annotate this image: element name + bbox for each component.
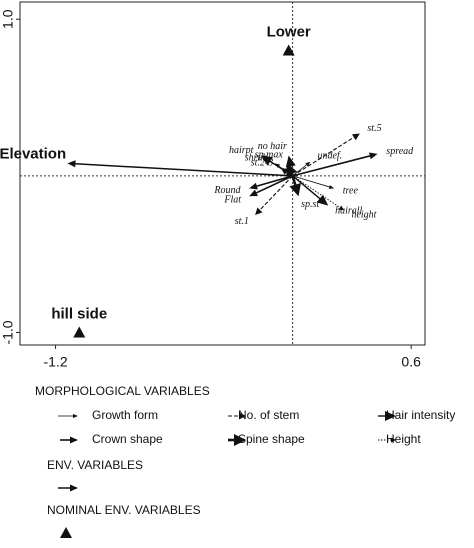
vector-arrow	[292, 175, 330, 188]
vector-arrow-head	[261, 155, 273, 166]
vector-label: st.5	[367, 123, 381, 134]
vector-arrow-head	[255, 207, 263, 216]
vector-arrow-head	[249, 189, 258, 197]
vector-arrow	[292, 175, 321, 200]
vector-arrow-head	[67, 160, 76, 168]
legend-swatch-head	[239, 412, 246, 420]
vector-arrow	[291, 175, 297, 186]
legend-label: Hair intensity	[386, 408, 455, 422]
legend-swatch-head	[70, 436, 78, 444]
legend-title: NOMINAL ENV. VARIABLES	[47, 503, 201, 517]
vector-label: height	[351, 210, 376, 221]
legend-swatch-head	[73, 414, 78, 418]
legend-label: Growth form	[92, 408, 158, 422]
y-tick-label: -1.0	[0, 320, 16, 344]
legend-swatch-head	[234, 434, 246, 446]
vector-arrow	[259, 175, 294, 211]
vector-arrow	[292, 175, 341, 208]
vector-arrow-head	[285, 155, 296, 168]
vector-arrow-head	[352, 133, 360, 141]
legend-title: MORPHOLOGICAL VARIABLES	[35, 384, 210, 398]
nominal-point	[73, 326, 86, 338]
x-tick-label: 0.6	[401, 354, 421, 370]
legend-swatch-head	[385, 411, 396, 421]
legend-label: Crown shape	[92, 432, 163, 446]
vector-label: sp.st	[301, 199, 319, 210]
legend-label: Height	[386, 432, 421, 446]
vector-label: no hair	[258, 141, 287, 152]
legend-label: No. of stem	[238, 408, 299, 422]
vector-label: hairall	[335, 206, 362, 217]
vector-arrow-head	[286, 163, 298, 177]
vector-label: spread	[386, 146, 414, 157]
vector-label: sp.max	[255, 149, 284, 160]
nominal-point	[282, 44, 295, 56]
vector-arrow	[75, 163, 293, 177]
vector-arrow	[256, 175, 293, 194]
y-tick-label: 1.0	[0, 9, 16, 29]
legend-swatch-head	[391, 437, 396, 443]
vector-arrow-head	[338, 205, 344, 211]
vector-label: shrub	[245, 152, 268, 163]
vector-label: undef.	[317, 150, 342, 161]
vector-label: Elevation	[0, 146, 66, 163]
vector-label: Round	[213, 185, 241, 196]
legend-swatch-head	[70, 484, 78, 492]
vector-arrow-head	[289, 183, 301, 197]
vector-arrow	[256, 175, 293, 187]
vector-label: st.2-3	[251, 157, 274, 168]
point-label: Lower	[267, 24, 311, 41]
vector-label: Flat	[223, 194, 241, 205]
vector-arrow-head	[249, 182, 258, 190]
x-tick-label: -1.2	[43, 354, 67, 370]
legend-swatch	[60, 527, 72, 538]
vector-label: hairpt	[229, 145, 254, 156]
legend-title: ENV. VARIABLES	[47, 458, 143, 472]
vector-label: st.1	[235, 216, 249, 227]
legend-label: Spine shape	[238, 432, 305, 446]
vector-label: tree	[343, 185, 359, 196]
vector-arrow-head	[316, 194, 329, 206]
plot-frame	[19, 1, 426, 346]
vector-arrow-head	[368, 152, 378, 160]
point-label: hill side	[51, 305, 107, 322]
vector-arrow	[292, 136, 355, 177]
vector-arrow-head	[305, 161, 311, 167]
vector-arrow	[292, 155, 371, 177]
vector-arrow-head	[328, 185, 335, 189]
